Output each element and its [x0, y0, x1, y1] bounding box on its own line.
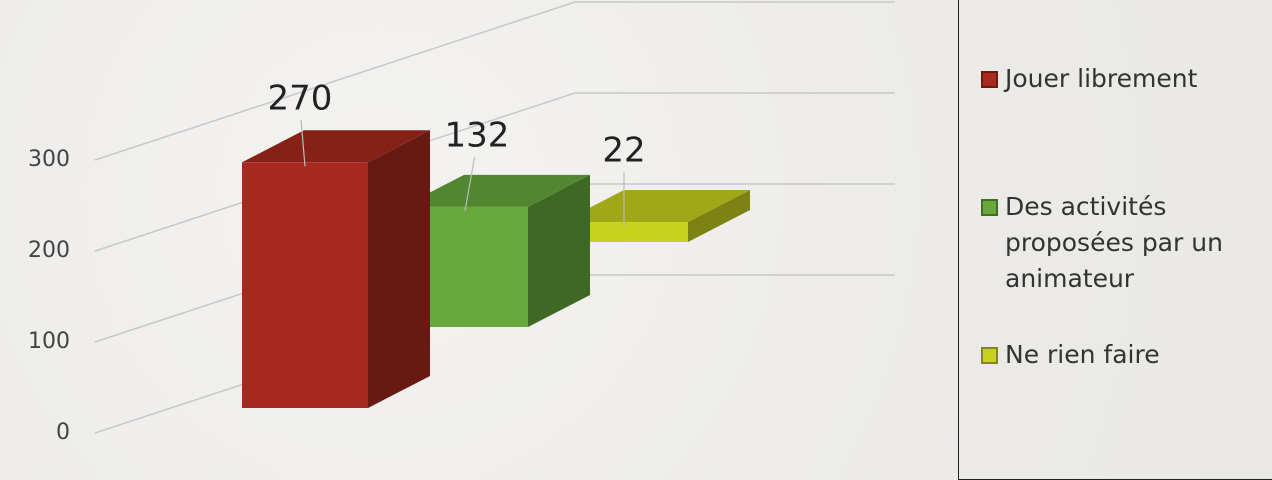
legend: Jouer librement Des activités proposées p… — [958, 0, 1272, 480]
y-tick-label: 300 — [28, 147, 70, 172]
chart: 0 100 200 300 270 132 22 — [28, 1, 895, 445]
leader-line — [300, 119, 306, 167]
legend-label: Des activités proposées par un animateur — [1005, 192, 1223, 293]
legend-entry: Ne rien faire — [979, 337, 1237, 373]
data-label: 270 — [268, 79, 333, 119]
legend-swatch — [981, 199, 998, 216]
bar-side — [688, 189, 750, 242]
data-label: 22 — [602, 131, 645, 171]
y-tick-label: 100 — [28, 329, 70, 354]
bar-top — [242, 130, 430, 163]
grid-line — [94, 1, 895, 161]
leader-line — [464, 156, 476, 211]
legend-entry: Des activités proposées par un animateur — [979, 189, 1237, 297]
bar-side — [528, 174, 590, 327]
bar-side — [368, 130, 430, 409]
bar-front — [242, 162, 368, 408]
bar-top — [402, 174, 590, 207]
bar — [402, 174, 590, 327]
legend-swatch — [981, 347, 998, 364]
bar — [242, 130, 430, 409]
y-tick-label: 200 — [28, 238, 70, 263]
bar-front — [562, 221, 688, 242]
legend-entry: Jouer librement — [979, 61, 1237, 97]
legend-label: Ne rien faire — [1005, 340, 1160, 369]
y-tick-label: 0 — [56, 420, 70, 445]
legend-swatch — [981, 71, 998, 88]
legend-label: Jouer librement — [1005, 64, 1198, 93]
bar-top — [562, 189, 750, 222]
bar — [562, 189, 750, 242]
data-label: 132 — [445, 116, 510, 156]
